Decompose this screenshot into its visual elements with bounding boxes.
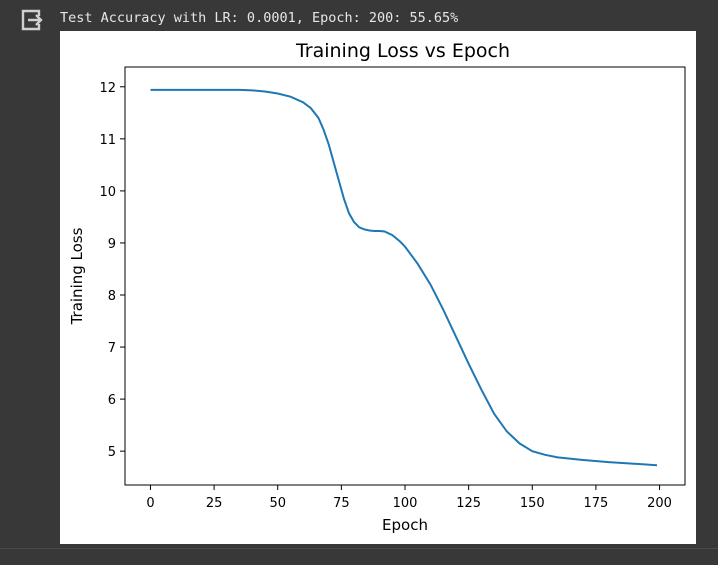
y-tick-label: 9 bbox=[108, 237, 116, 252]
y-tick-label: 12 bbox=[99, 81, 116, 96]
x-axis-label: Epoch bbox=[382, 516, 428, 534]
line-chart: Training Loss vs Epoch 0 25 50 75 100 125 150 1… bbox=[68, 40, 686, 534]
cell-output-text: Test Accuracy with LR: 0.0001, Epoch: 20… bbox=[60, 10, 459, 26]
x-tick-label: 150 bbox=[520, 496, 545, 511]
x-tick-label: 50 bbox=[269, 496, 286, 511]
x-tick-label: 0 bbox=[146, 496, 154, 511]
x-tick-label: 200 bbox=[647, 496, 672, 511]
chart-title: Training Loss vs Epoch bbox=[295, 40, 510, 62]
y-tick-label: 5 bbox=[108, 445, 116, 460]
y-tick-label: 6 bbox=[108, 393, 116, 408]
output-exit-icon[interactable] bbox=[20, 9, 44, 31]
y-axis-label: Training Loss bbox=[68, 227, 86, 325]
axes-frame bbox=[124, 66, 686, 486]
x-tick-label: 175 bbox=[583, 496, 608, 511]
y-tick-label: 7 bbox=[108, 341, 116, 356]
x-tick-label: 25 bbox=[206, 496, 223, 511]
x-tick-label: 125 bbox=[456, 496, 481, 511]
series-line bbox=[150, 88, 658, 467]
y-tick-label: 11 bbox=[99, 133, 116, 148]
plot-image: Training Loss vs Epoch 0 25 50 75 100 125 150 1… bbox=[60, 31, 696, 544]
cell-divider bbox=[0, 548, 718, 549]
x-tick-label: 100 bbox=[393, 496, 418, 511]
x-tick-label: 75 bbox=[333, 496, 350, 511]
y-tick-label: 10 bbox=[99, 185, 116, 200]
y-tick-label: 8 bbox=[108, 289, 116, 304]
